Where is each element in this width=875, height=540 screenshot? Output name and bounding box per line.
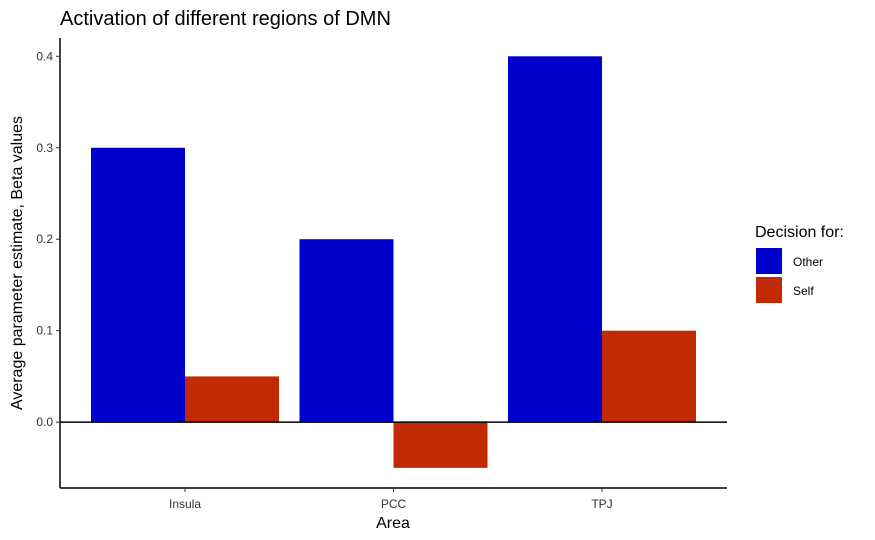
legend-title: Decision for: — [755, 224, 844, 241]
y-axis-title: Average parameter estimate, Beta values — [9, 116, 26, 410]
plot-area: 0.0 0.1 0.2 0.3 0.4 Insula PCC TPJ — [36, 38, 727, 511]
y-tick-label: 0.0 — [36, 415, 53, 429]
x-tick-label: PCC — [381, 497, 407, 511]
legend-swatch-self — [756, 277, 782, 303]
y-tick-label: 0.1 — [36, 324, 53, 338]
x-axis-title: Area — [376, 515, 410, 532]
y-tick-label: 0.4 — [36, 49, 53, 63]
x-tick-label: TPJ — [591, 497, 612, 511]
y-axis-ticks: 0.0 0.1 0.2 0.3 0.4 — [36, 49, 60, 429]
x-axis-ticks: Insula PCC TPJ — [169, 488, 613, 511]
legend: Decision for: Other Self — [755, 224, 844, 303]
legend-items: Other Self — [756, 248, 823, 303]
bar-other-insula — [91, 147, 185, 423]
legend-swatch-other — [756, 248, 782, 274]
chart-title: Activation of different regions of DMN — [60, 8, 391, 30]
y-tick-label: 0.3 — [36, 141, 53, 155]
legend-label-other: Other — [793, 255, 823, 269]
bar-self-tpj — [602, 330, 696, 423]
x-tick-label: Insula — [169, 497, 201, 511]
y-tick-label: 0.2 — [36, 232, 53, 246]
bar-self-pcc — [393, 422, 488, 468]
bar-other-tpj — [508, 56, 602, 423]
bar-other-pcc — [299, 239, 394, 423]
bar-self-insula — [185, 376, 279, 423]
bars — [91, 56, 696, 468]
legend-label-self: Self — [793, 284, 814, 298]
